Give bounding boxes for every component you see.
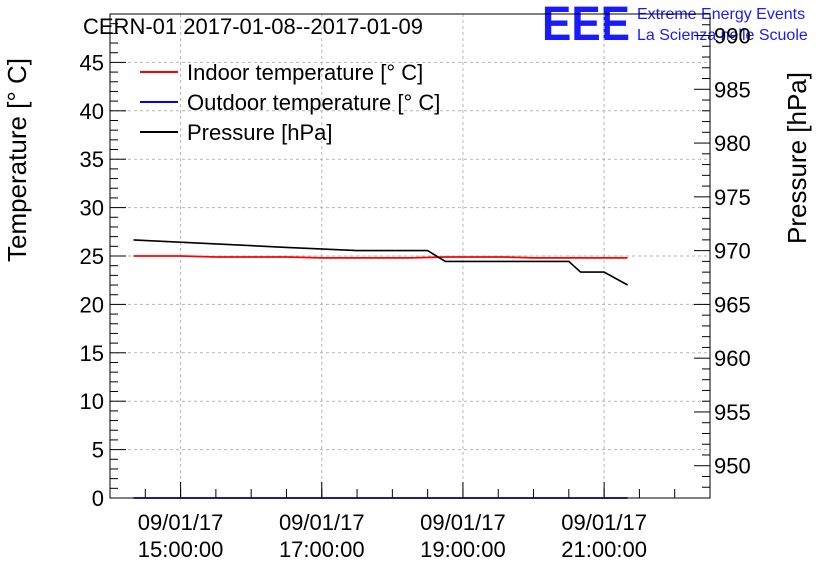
y2-tick-label: 985: [714, 77, 751, 102]
y2-tick-label: 975: [714, 185, 751, 210]
x-tick-time: 17:00:00: [279, 537, 365, 562]
y-tick-label: 0: [92, 486, 104, 511]
legend-label-2: Outdoor temperature [° C]: [187, 90, 440, 115]
eee-logo: EEE: [542, 0, 630, 51]
y-axis-title: Temperature [° C]: [2, 58, 32, 262]
y2-tick-label: 960: [714, 346, 751, 371]
y2-tick-label: 950: [714, 454, 751, 479]
y-tick-label: 30: [80, 196, 104, 221]
y-tick-label: 35: [80, 147, 104, 172]
y-tick-label: 5: [92, 438, 104, 463]
x-tick-time: 15:00:00: [138, 537, 224, 562]
y2-tick-label: 990: [714, 24, 751, 49]
chart-title: CERN-01 2017-01-08--2017-01-09: [83, 14, 423, 39]
y-tick-label: 10: [80, 389, 104, 414]
series-line-3: [133, 239, 628, 286]
brand-line-2: La Scienza nelle Scuole: [637, 27, 808, 44]
y2-tick-label: 980: [714, 131, 751, 156]
y-tick-label: 40: [80, 99, 104, 124]
legend: Indoor temperature [° C] Outdoor temperat…: [140, 60, 440, 145]
legend-label-3: Pressure [hPa]: [187, 120, 333, 145]
y2-tick-label: 955: [714, 400, 751, 425]
grid-layer: [110, 14, 710, 498]
y-tick-label: 25: [80, 244, 104, 269]
y2-axis-title: Pressure [hPa]: [782, 72, 812, 244]
x-tick-time: 19:00:00: [420, 537, 506, 562]
x-tick-date: 09/01/17: [420, 510, 506, 535]
y2-tick-label: 965: [714, 292, 751, 317]
series-layer: [133, 239, 628, 499]
x-tick-date: 09/01/17: [561, 510, 647, 535]
y-tick-label: 45: [80, 50, 104, 75]
y-tick-label: 20: [80, 292, 104, 317]
axis-layer: 0 5 10 15 20 25 30 35 40 45 950 955 960 965 970 975 980 9…: [80, 13, 751, 562]
y-tick-label: 15: [80, 341, 104, 366]
x-tick-date: 09/01/17: [279, 510, 365, 535]
x-tick-time: 21:00:00: [561, 537, 647, 562]
series-line-1: [133, 255, 628, 259]
brand-line-1: Extreme Energy Events: [637, 6, 805, 23]
legend-label-1: Indoor temperature [° C]: [187, 60, 423, 85]
y2-tick-label: 970: [714, 239, 751, 264]
x-tick-date: 09/01/17: [138, 510, 224, 535]
